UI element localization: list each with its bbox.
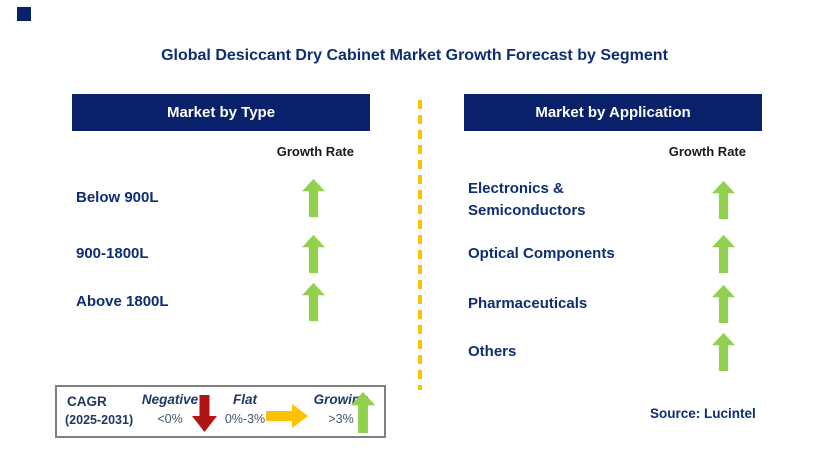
legend-title: CAGR xyxy=(67,394,107,409)
segment-label: Optical Components xyxy=(468,245,615,263)
growth-up-arrow-icon xyxy=(302,178,325,218)
legend-entry-label: Negative xyxy=(141,392,199,407)
legend-entry-label: Flat xyxy=(232,392,257,407)
panel-market-by-application: Market by Application Growth Rate Electr… xyxy=(464,94,762,372)
growth-up-arrow-icon xyxy=(712,332,735,372)
segment-row: 900-1800L xyxy=(72,232,370,276)
segment-row: Pharmaceuticals xyxy=(464,282,762,326)
brand-square xyxy=(17,7,31,21)
panel-header-application: Market by Application xyxy=(464,94,762,131)
source-label: Source: Lucintel xyxy=(650,406,756,421)
segment-row: Electronics & Semiconductors xyxy=(464,174,762,226)
growth-up-arrow-icon xyxy=(302,234,325,274)
segment-row: Others xyxy=(464,330,762,374)
cagr-legend: CAGR (2025-2031) Negative <0% Flat 0%-3%… xyxy=(55,385,386,438)
legend-entry-range: 0%-3% xyxy=(224,412,266,426)
segment-row: Below 900L xyxy=(72,176,370,220)
segment-row: Optical Components xyxy=(464,232,762,276)
growth-up-arrow-icon xyxy=(302,282,325,322)
panel-header-type: Market by Type xyxy=(72,94,370,131)
legend-entry-flat: Flat 0%-3% xyxy=(219,392,271,426)
panel-header-application-label: Market by Application xyxy=(535,104,691,121)
legend-entry-negative: Negative <0% xyxy=(141,392,199,426)
legend-entry-range: >3% xyxy=(328,412,354,426)
segment-label: Pharmaceuticals xyxy=(468,295,588,313)
segment-label: Above 1800L xyxy=(76,293,169,311)
segment-label: 900-1800L xyxy=(76,245,149,263)
segment-label: Below 900L xyxy=(76,189,159,207)
growth-rate-label-application: Growth Rate xyxy=(668,144,746,159)
page-title: Global Desiccant Dry Cabinet Market Grow… xyxy=(161,47,668,64)
panel-header-type-label: Market by Type xyxy=(166,104,276,121)
dashed-divider xyxy=(418,100,422,390)
legend-entry-range: <0% xyxy=(157,412,183,426)
growing-up-arrow-icon xyxy=(350,392,376,433)
segment-label: Electronics & Semiconductors xyxy=(468,180,586,219)
legend-period: (2025-2031) xyxy=(65,413,134,427)
growth-up-arrow-icon xyxy=(712,234,735,274)
negative-down-arrow-icon xyxy=(192,395,217,432)
flat-right-arrow-icon xyxy=(266,404,308,428)
growth-up-arrow-icon xyxy=(712,284,735,324)
segment-row: Above 1800L xyxy=(72,280,370,324)
segment-label: Others xyxy=(468,343,517,361)
panel-market-by-type: Market by Type Growth Rate Below 900L 90… xyxy=(72,94,370,322)
growth-rate-label-type: Growth Rate xyxy=(276,144,354,159)
growth-up-arrow-icon xyxy=(712,180,735,220)
